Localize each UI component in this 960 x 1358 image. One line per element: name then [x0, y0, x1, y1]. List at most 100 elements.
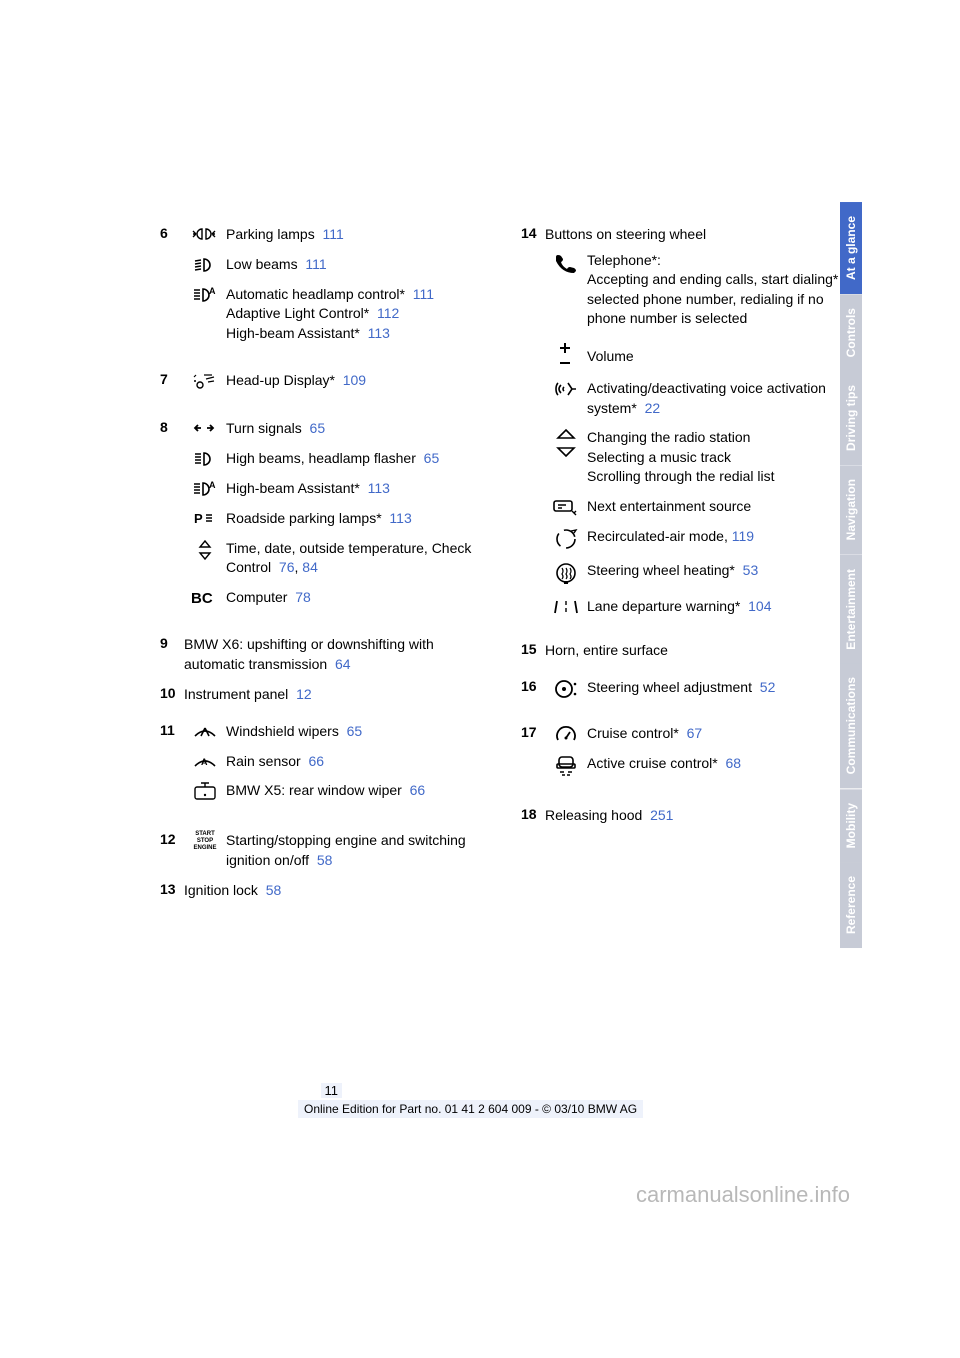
hba-icon [191, 479, 219, 499]
page-ref[interactable]: 65 [310, 420, 326, 436]
page-ref[interactable]: 68 [726, 755, 742, 771]
page-ref[interactable]: 104 [748, 598, 771, 614]
group-12: 12 START STOP ENGINE Starting/stopping e… [160, 831, 489, 870]
cruise-icon [554, 724, 578, 744]
footer-edition: Online Edition for Part no. 01 41 2 604 … [298, 1100, 643, 1118]
item-12-num: 12 [160, 831, 184, 847]
page-ref[interactable]: 66 [410, 782, 426, 798]
rain-sensor-icon [191, 752, 219, 770]
heat-icon [554, 561, 578, 587]
page-ref[interactable]: 112 [377, 305, 399, 321]
wipers-text: Windshield wipers 65 [226, 722, 489, 742]
group-18: 18 Releasing hood 251 [521, 806, 850, 826]
source-icon [552, 497, 580, 517]
wipers-icon [191, 722, 219, 740]
item-9-num: 9 [160, 635, 184, 651]
page-ref[interactable]: 52 [760, 679, 776, 695]
steer-adjust-icon [553, 678, 579, 700]
computer-text: Computer 78 [226, 588, 489, 608]
group-9: 9 BMW X6: upshifting or downshifting wit… [160, 635, 489, 674]
page-ref[interactable]: 113 [368, 325, 390, 341]
item-16-num: 16 [521, 678, 545, 694]
item-14-num: 14 [521, 225, 545, 241]
item-10-num: 10 [160, 685, 184, 701]
page-content: 6 Parking lamps 111 Low beams 111 Automa… [160, 225, 850, 910]
active-cruise-icon [554, 754, 578, 778]
hba-text: High-beam Assistant* 113 [226, 479, 489, 499]
item-14-title: Buttons on steering wheel [545, 225, 850, 245]
voice-icon [552, 379, 580, 399]
tab-mobility[interactable]: Mobility [840, 789, 862, 862]
item-16-text: Steering wheel adjustment 52 [587, 678, 850, 698]
page-ref[interactable]: 64 [335, 656, 351, 672]
tab-entertainment[interactable]: Entertainment [840, 555, 862, 664]
recirculate-icon [554, 527, 578, 551]
parking-lamps-text: Parking lamps 111 [226, 225, 489, 245]
page-ref[interactable]: 65 [424, 450, 440, 466]
item-10-text: Instrument panel 12 [184, 685, 489, 705]
voice-text: Activating/deactivating voice activation… [587, 379, 850, 418]
page-number: 11 [321, 1083, 343, 1098]
page-ref[interactable]: 111 [322, 226, 343, 242]
page-ref[interactable]: 53 [743, 562, 759, 578]
item-13-num: 13 [160, 881, 184, 897]
start-stop-icon: START STOP ENGINE [193, 831, 216, 851]
item-15-num: 15 [521, 641, 545, 657]
parking-lamps-icon [192, 225, 218, 243]
page-ref[interactable]: 84 [302, 559, 318, 575]
low-beams-text: Low beams 111 [226, 255, 489, 275]
page-ref[interactable]: 76 [279, 559, 295, 575]
tab-at-a-glance[interactable]: At a glance [840, 202, 862, 294]
hud-icon [192, 371, 218, 391]
group-16: 16 Steering wheel adjustment 52 [521, 678, 850, 700]
rain-text: Rain sensor 66 [226, 752, 489, 772]
group-11: 11 Windshield wipers 65 Rain sensor 66 B… [160, 722, 489, 803]
page-ref[interactable]: 111 [305, 256, 326, 272]
tab-communications[interactable]: Communications [840, 663, 862, 788]
auto-headlamp-text: Automatic headlamp control* 111 Adaptive… [226, 285, 489, 344]
volume-text: Volume [587, 339, 850, 367]
lane-icon [553, 597, 579, 615]
page-ref[interactable]: 113 [368, 480, 390, 496]
tab-controls[interactable]: Controls [840, 294, 862, 371]
phone-text: Telephone*:Accepting and ending calls, s… [587, 251, 850, 329]
bc-icon [191, 588, 219, 606]
page-ref[interactable]: 65 [347, 723, 363, 739]
page-ref[interactable]: 58 [317, 852, 333, 868]
volume-icon [558, 339, 574, 369]
tab-reference[interactable]: Reference [840, 862, 862, 948]
item-15-text: Horn, entire surface [545, 641, 850, 661]
cruise-text: Cruise control* 67 [587, 724, 850, 744]
group-15: 15 Horn, entire surface [521, 641, 850, 661]
page-ref[interactable]: 66 [308, 753, 324, 769]
recirculate-text: Recirculated-air mode, 119 [587, 527, 850, 547]
page-ref[interactable]: 109 [343, 372, 366, 388]
rear-wiper-text: BMW X5: rear window wiper 66 [226, 781, 489, 801]
group-10: 10 Instrument panel 12 [160, 685, 489, 705]
tab-driving-tips[interactable]: Driving tips [840, 371, 862, 465]
heat-text: Steering wheel heating* 53 [587, 561, 850, 581]
page-ref[interactable]: 251 [650, 807, 673, 823]
page-ref[interactable]: 119 [732, 528, 754, 544]
group-17: 17 Cruise control* 67 Active cruise cont… [521, 724, 850, 778]
page-ref[interactable]: 113 [389, 510, 411, 526]
item-9-text: BMW X6: upshifting or downshifting with … [184, 635, 489, 674]
rear-wiper-icon [191, 781, 219, 803]
page-ref[interactable]: 78 [295, 589, 311, 605]
roadside-icon [193, 509, 217, 527]
watermark: carmanualsonline.info [636, 1182, 850, 1208]
low-beams-icon [192, 255, 218, 275]
group-6: 6 Parking lamps 111 Low beams 111 Automa… [160, 225, 489, 343]
page-ref[interactable]: 111 [413, 286, 434, 302]
section-tabs: At a glance Controls Driving tips Naviga… [840, 202, 862, 948]
page-ref[interactable]: 12 [296, 686, 312, 702]
page-ref[interactable]: 22 [645, 400, 661, 416]
auto-headlamp-icon [191, 285, 219, 305]
item-6-num: 6 [160, 225, 184, 241]
page-ref[interactable]: 67 [687, 725, 703, 741]
page-ref[interactable]: 58 [266, 882, 282, 898]
active-cruise-text: Active cruise control* 68 [587, 754, 850, 774]
item-18-num: 18 [521, 806, 545, 822]
lane-text: Lane departure warning* 104 [587, 597, 850, 617]
tab-navigation[interactable]: Navigation [840, 465, 862, 554]
